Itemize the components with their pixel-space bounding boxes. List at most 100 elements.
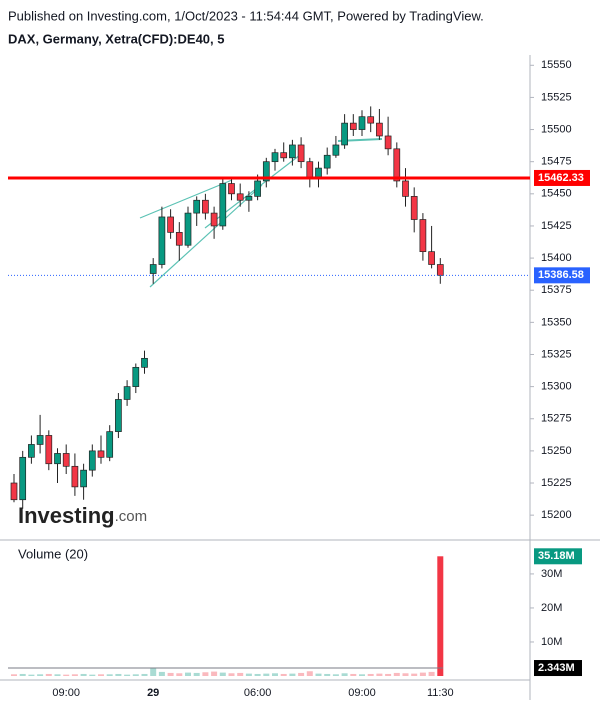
candle-body <box>384 135 392 150</box>
candle-body <box>123 386 131 400</box>
volume-bar <box>158 671 165 676</box>
volume-bar <box>341 673 348 676</box>
y-tick-label: 15200 <box>541 509 572 521</box>
volume-bar <box>54 674 61 676</box>
candle-body <box>210 212 218 227</box>
volume-bar <box>150 667 157 676</box>
candle-body <box>262 161 270 182</box>
x-tick-label: 06:00 <box>244 687 272 699</box>
volume-bar <box>185 672 191 676</box>
candle-body <box>71 465 79 488</box>
volume-bar <box>106 674 113 676</box>
volume-bar <box>306 671 313 676</box>
candle-body <box>367 116 375 124</box>
volume-bar <box>202 672 209 676</box>
candle-body <box>219 183 227 227</box>
candle-body <box>202 199 209 214</box>
trend-line <box>149 184 263 288</box>
x-tick-label: 09:00 <box>348 687 376 699</box>
chart-title: Published on Investing.com, 1/Oct/2023 -… <box>8 8 484 23</box>
label-box <box>534 169 590 186</box>
volume-bar <box>71 674 78 676</box>
candle-body <box>28 444 35 458</box>
watermark: Investing.com <box>18 503 147 528</box>
candle-body <box>106 431 114 458</box>
candle-body <box>245 196 253 201</box>
volume-bar <box>19 673 26 676</box>
volume-bar <box>272 673 278 676</box>
y-tick-label: 15275 <box>541 413 572 425</box>
chart-subtitle: DAX, Germany, Xetra(CFD):DE40, 5 <box>8 31 225 46</box>
volume-bar <box>411 673 418 676</box>
candle-body <box>289 144 296 159</box>
candle-body <box>254 180 261 197</box>
volume-bar <box>45 673 52 676</box>
candle-body <box>376 122 383 137</box>
y-tick-label: 15425 <box>541 220 572 232</box>
candle-body <box>184 212 192 246</box>
candle-body <box>419 219 427 253</box>
volume-bar <box>98 674 104 676</box>
y-tick-label: 15350 <box>541 316 572 328</box>
candle-body <box>332 144 340 156</box>
candle-body <box>80 469 87 488</box>
y-tick-label: 15250 <box>541 445 572 457</box>
candle-body <box>62 453 70 467</box>
candle-body <box>297 144 305 163</box>
volume-bar <box>289 673 296 676</box>
volume-bar <box>385 673 392 676</box>
y-tick-label: 15450 <box>541 188 572 200</box>
volume-bar <box>332 674 339 676</box>
volume-bar <box>428 671 435 676</box>
y-tick-label: 15300 <box>541 381 572 393</box>
volume-bar <box>393 672 400 676</box>
candle-body <box>175 232 183 246</box>
candle-body <box>88 450 96 471</box>
volume-bar <box>211 671 218 676</box>
candle-body <box>19 456 27 501</box>
volume-bar <box>254 673 261 676</box>
y-tick-label: 15375 <box>541 284 572 296</box>
y-tick-label: 15500 <box>541 123 572 135</box>
y-tick-label: 15525 <box>541 91 572 103</box>
volume-bar <box>245 673 252 676</box>
volume-bar <box>11 674 17 676</box>
candle-body <box>149 264 157 274</box>
candle-body <box>349 122 357 130</box>
candle-body <box>167 216 174 233</box>
candle-body <box>280 152 288 159</box>
candle-body <box>436 264 444 276</box>
label-box <box>534 267 590 284</box>
candle-body <box>193 199 201 214</box>
candle-body <box>236 193 244 201</box>
volume-bar <box>63 674 70 676</box>
volume-bar <box>298 672 305 676</box>
y-tick-label: 15475 <box>541 156 572 168</box>
y-tick-label: 15550 <box>541 59 572 71</box>
y-tick-label: 15400 <box>541 252 572 264</box>
y-tick-label: 15225 <box>541 477 572 489</box>
candle-body <box>306 161 314 179</box>
y-tick-label: 10M <box>541 636 562 648</box>
volume-last-label: 35.18M <box>538 550 575 562</box>
volume-bar <box>176 673 183 676</box>
volume-bar <box>124 674 131 676</box>
volume-bar <box>280 673 287 676</box>
volume-bar <box>324 673 331 676</box>
trend-line <box>139 179 233 219</box>
candle-body <box>97 450 105 458</box>
volume-bar <box>28 674 35 676</box>
candle-body <box>402 180 409 197</box>
volume-bar <box>167 672 174 676</box>
label-box <box>534 548 582 565</box>
volume-bar <box>141 673 148 676</box>
volume-bar <box>350 673 357 676</box>
candle-body <box>393 148 401 182</box>
x-tick-label: 11:30 <box>427 687 454 699</box>
candle-body <box>132 366 140 387</box>
candle-body <box>228 183 235 195</box>
volume-bar <box>89 674 96 676</box>
candle-body <box>10 482 18 501</box>
